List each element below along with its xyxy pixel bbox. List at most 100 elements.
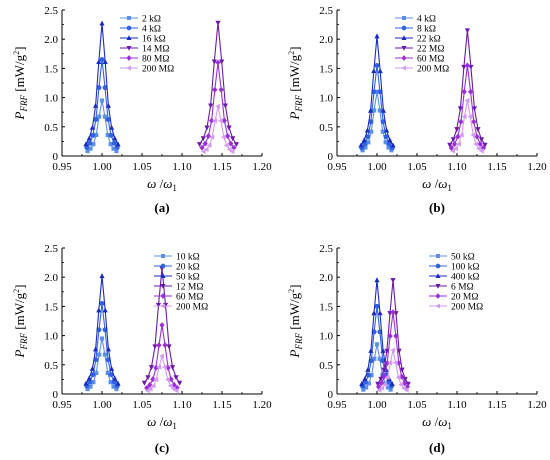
data-point — [402, 376, 408, 382]
data-point — [233, 142, 239, 148]
data-point — [88, 146, 93, 151]
panel-label: (c) — [155, 440, 169, 455]
y-tick-label: 1.5 — [44, 63, 58, 75]
data-point — [473, 141, 479, 147]
data-point — [208, 103, 214, 109]
data-point — [386, 379, 391, 385]
data-point — [374, 342, 380, 347]
data-point — [368, 107, 374, 113]
data-point — [162, 342, 168, 349]
data-point — [455, 133, 461, 140]
data-point — [169, 365, 176, 371]
x-tick-label: 1.00 — [92, 161, 112, 173]
data-point — [452, 141, 458, 148]
data-point — [380, 347, 386, 353]
data-point — [381, 367, 387, 373]
data-point — [396, 360, 402, 367]
legend-marker — [127, 16, 131, 20]
legend-label: 60 MΩ — [417, 55, 444, 65]
data-point — [145, 375, 151, 381]
x-tick-label: 1.20 — [252, 399, 272, 411]
legend-marker — [435, 263, 441, 269]
data-point — [364, 127, 370, 133]
data-point — [374, 89, 380, 94]
x-tick-label: 1.20 — [527, 161, 547, 173]
data-point — [362, 141, 368, 147]
data-point — [398, 382, 404, 388]
y-tick-label: 0.5 — [319, 122, 333, 134]
data-point — [450, 148, 456, 154]
data-point — [450, 137, 456, 143]
data-point — [464, 62, 470, 69]
data-point — [366, 140, 371, 145]
data-point — [371, 68, 377, 74]
data-point — [377, 310, 383, 316]
data-point — [111, 384, 116, 389]
y-tick-label: 1.0 — [44, 93, 58, 105]
series-line — [85, 275, 119, 384]
data-point — [389, 381, 395, 386]
data-point — [215, 20, 221, 26]
y-tick-label: 0 — [328, 151, 334, 163]
data-point — [384, 127, 390, 133]
series-4 — [144, 322, 180, 391]
data-point — [358, 142, 364, 148]
series-5 — [200, 103, 235, 155]
legend-marker — [401, 46, 407, 51]
legend-marker — [435, 273, 441, 278]
data-point — [464, 28, 470, 34]
data-point — [156, 364, 162, 370]
data-point — [401, 385, 406, 391]
series-5 — [144, 353, 179, 394]
data-point — [105, 370, 110, 376]
data-point — [173, 388, 179, 394]
legend-label: 400 kΩ — [451, 273, 479, 283]
data-point — [372, 108, 377, 113]
data-point — [399, 367, 405, 373]
x-tick-label: 1.15 — [212, 399, 232, 411]
data-point — [467, 114, 473, 120]
legend-marker — [160, 273, 166, 278]
x-axis-label: ω /ω1 — [422, 414, 452, 431]
series-2 — [359, 277, 395, 386]
x-tick-label: 1.20 — [252, 161, 272, 173]
y-tick-label: 1.5 — [44, 301, 58, 313]
data-point — [112, 375, 118, 381]
data-point — [369, 129, 374, 134]
legend-label: 200 MΩ — [417, 65, 449, 75]
data-point — [388, 387, 393, 392]
data-point — [211, 59, 217, 65]
legend-label: 4 kΩ — [142, 25, 161, 35]
series-0 — [85, 98, 119, 154]
data-point — [365, 366, 371, 372]
data-point — [177, 380, 183, 386]
legend-marker — [435, 284, 441, 289]
legend-label: 50 kΩ — [176, 273, 200, 283]
y-tick-label: 1.0 — [44, 331, 58, 343]
x-tick-label: 1.00 — [367, 399, 387, 411]
data-point — [461, 88, 467, 95]
legend-label: 14 MΩ — [142, 45, 169, 55]
data-point — [390, 347, 396, 353]
panel-d: 0.95 1.00 1.05 1.10 1.15 1.20 0 0.5 1.0 1.5 2.0 2.5… — [287, 243, 547, 455]
series-1 — [359, 63, 395, 151]
data-point — [85, 148, 90, 154]
data-point — [399, 373, 405, 380]
data-point — [374, 277, 380, 283]
data-point — [359, 381, 365, 386]
data-point — [374, 33, 380, 39]
data-point — [387, 333, 393, 339]
x-tick-label: 0.95 — [327, 399, 347, 411]
data-point — [102, 114, 107, 119]
data-point — [389, 148, 394, 153]
data-point — [99, 273, 105, 279]
panel-label: (a) — [154, 200, 169, 215]
data-point — [220, 134, 226, 140]
legend-marker — [160, 263, 166, 269]
legend-label: 22 kΩ — [417, 35, 441, 45]
data-point — [471, 118, 477, 125]
x-tick-label: 1.05 — [132, 399, 152, 411]
data-point — [200, 136, 206, 142]
